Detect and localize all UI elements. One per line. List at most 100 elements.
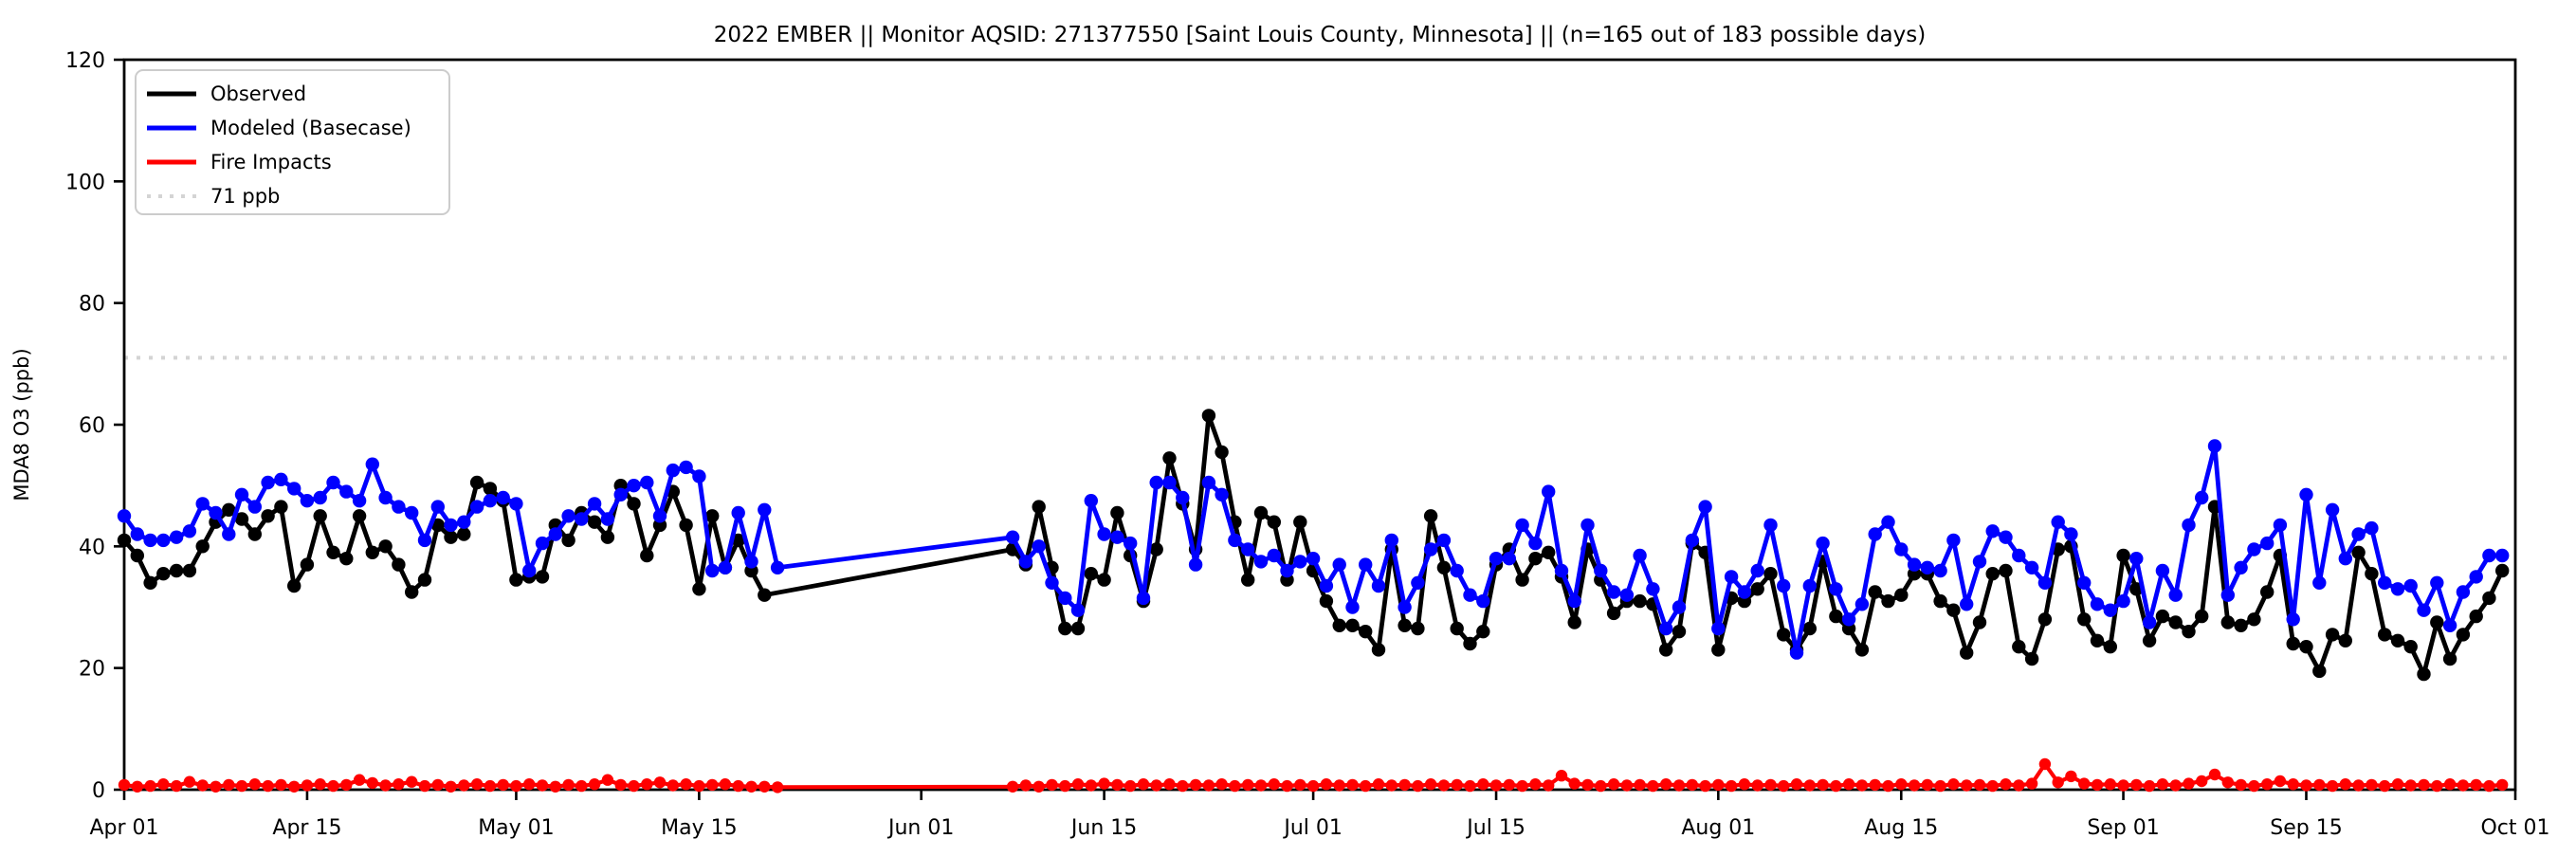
data-point (222, 502, 236, 517)
data-point (144, 779, 156, 793)
data-point (301, 779, 314, 792)
data-point (339, 552, 354, 566)
data-point (1464, 779, 1476, 793)
x-tick-label: Apr 01 (89, 816, 158, 840)
data-point (2064, 527, 2078, 541)
y-tick-label: 40 (79, 536, 105, 559)
data-point (1477, 778, 1489, 791)
data-point (1738, 778, 1751, 791)
data-point (2351, 545, 2366, 559)
data-point (1006, 780, 1019, 793)
data-point (758, 588, 772, 602)
data-point (1763, 567, 1778, 581)
data-point (378, 539, 393, 554)
data-point (1972, 615, 1987, 629)
data-point (2379, 779, 2391, 793)
data-point (1594, 563, 1608, 578)
y-tick-label: 80 (79, 293, 105, 317)
data-point (365, 545, 379, 559)
data-point (1882, 779, 1894, 793)
data-point (2052, 776, 2064, 789)
data-point (1398, 618, 1412, 632)
data-point (1634, 778, 1646, 792)
data-point (2430, 575, 2444, 590)
data-point (130, 548, 144, 563)
data-point (1228, 533, 1242, 548)
data-point (1580, 518, 1595, 533)
data-point (1189, 778, 1202, 792)
data-point (300, 494, 315, 508)
data-point (640, 548, 654, 563)
data-point (169, 530, 184, 544)
data-point (522, 563, 537, 578)
data-point (548, 527, 562, 541)
data-point (2300, 779, 2312, 792)
data-point (1894, 542, 1909, 556)
data-point (469, 475, 484, 490)
data-point (169, 563, 184, 578)
y-tick-label: 60 (79, 414, 105, 438)
legend-label-refline: 71 ppb (210, 185, 280, 208)
data-point (1253, 505, 1269, 520)
data-point (1881, 593, 1895, 609)
data-point (2312, 664, 2327, 679)
data-point (156, 533, 171, 548)
data-point (535, 536, 550, 551)
data-point (2417, 666, 2431, 682)
data-point (1817, 778, 1829, 792)
data-point (1450, 621, 1464, 636)
data-point (2339, 778, 2351, 791)
data-point (692, 469, 706, 483)
data-point (2234, 560, 2248, 574)
data-point (1619, 588, 1635, 602)
data-point (1411, 575, 1425, 590)
data-point (1972, 555, 1987, 569)
data-point (2103, 640, 2117, 654)
data-point (1071, 778, 1085, 791)
data-point (2090, 597, 2105, 611)
data-point (1985, 567, 2000, 581)
data-point (405, 585, 419, 599)
data-point (1215, 487, 1229, 501)
data-point (234, 512, 249, 526)
data-point (2182, 625, 2196, 639)
data-point (2496, 778, 2509, 792)
data-point (2418, 778, 2430, 792)
data-point (1789, 646, 1804, 660)
data-point (2195, 490, 2209, 505)
data-point (1841, 612, 1856, 627)
data-point (470, 778, 484, 791)
data-point (1149, 475, 1163, 490)
data-point (274, 472, 288, 486)
data-point (679, 518, 693, 533)
data-point (1215, 445, 1229, 460)
data-point (183, 775, 196, 788)
data-point (2431, 779, 2443, 793)
data-point (2495, 548, 2510, 563)
data-point (2378, 628, 2392, 642)
data-point (1345, 600, 1360, 614)
data-point (2235, 778, 2247, 792)
data-point (405, 505, 419, 520)
data-point (2366, 778, 2378, 792)
data-point (1802, 578, 1818, 593)
data-point (1045, 575, 1059, 590)
data-point (1854, 597, 1870, 611)
x-tick-label: Sep 01 (2087, 816, 2159, 840)
data-point (2404, 779, 2417, 792)
data-point (1371, 578, 1386, 593)
data-point (2077, 612, 2092, 627)
data-point (1097, 527, 1111, 541)
data-point (2260, 585, 2275, 599)
data-point (1320, 778, 1333, 791)
data-point (575, 779, 588, 793)
legend-item-refline: 71 ppb (147, 185, 280, 208)
data-point (2325, 502, 2340, 517)
data-point (1150, 779, 1162, 792)
data-point (1476, 593, 1490, 609)
data-point (2338, 552, 2352, 566)
data-point (1633, 548, 1647, 563)
plot-border (122, 58, 2517, 792)
data-point (1921, 778, 1934, 792)
